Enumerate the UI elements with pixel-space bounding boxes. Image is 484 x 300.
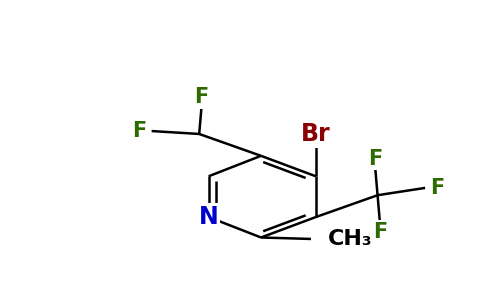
Text: F: F bbox=[195, 88, 209, 107]
Text: F: F bbox=[373, 222, 387, 242]
Text: Br: Br bbox=[301, 122, 331, 146]
Text: F: F bbox=[133, 121, 147, 141]
Text: F: F bbox=[430, 178, 444, 198]
Text: F: F bbox=[368, 149, 382, 169]
Text: CH₃: CH₃ bbox=[328, 229, 372, 249]
Text: N: N bbox=[199, 205, 219, 229]
